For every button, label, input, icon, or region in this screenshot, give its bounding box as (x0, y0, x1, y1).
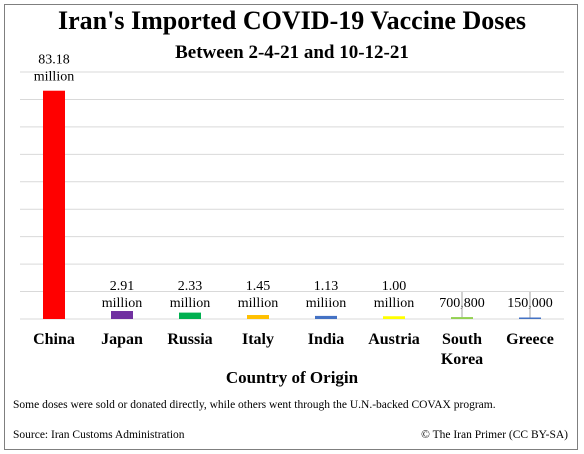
category-label: Greece (506, 331, 554, 348)
data-label: 2.33 million (170, 279, 210, 311)
bar-greece (519, 317, 541, 319)
bar-chart: 83.18 million China 2.91 million Japan 2.33 mil… (20, 53, 564, 368)
category-label: India (308, 331, 344, 348)
bar-italy (247, 315, 269, 319)
chart-frame (4, 4, 578, 450)
credit-text: © The Iran Primer (CC BY-SA) (421, 429, 568, 441)
category-label: South Korea (441, 331, 483, 368)
data-label: 83.18 million (34, 53, 74, 85)
source-text: Source: Iran Customs Administration (13, 429, 185, 441)
data-label: 2.91 million (102, 279, 142, 311)
category-label: Russia (167, 331, 212, 348)
bar-india (315, 315, 337, 319)
bar-south-korea (451, 317, 473, 319)
category-label: Japan (101, 331, 143, 348)
x-axis-label: Country of Origin (225, 368, 359, 387)
data-label: 1.45 million (238, 279, 278, 311)
bar-russia (179, 312, 201, 319)
footnote: Some doses were sold or donated directly… (13, 399, 496, 411)
bar-japan (111, 311, 133, 319)
chart-title: Iran's Imported COVID-19 Vaccine Doses (58, 6, 526, 35)
category-label: China (33, 331, 75, 348)
bar-china (43, 90, 65, 320)
category-label: Italy (242, 331, 274, 348)
category-label: Austria (368, 331, 420, 348)
chart-subtitle: Between 2-4-21 and 10-12-21 (175, 42, 409, 63)
data-label: 1.00 million (374, 279, 414, 311)
data-label: 1.13 miliion (306, 279, 346, 311)
bar-austria (383, 316, 405, 319)
